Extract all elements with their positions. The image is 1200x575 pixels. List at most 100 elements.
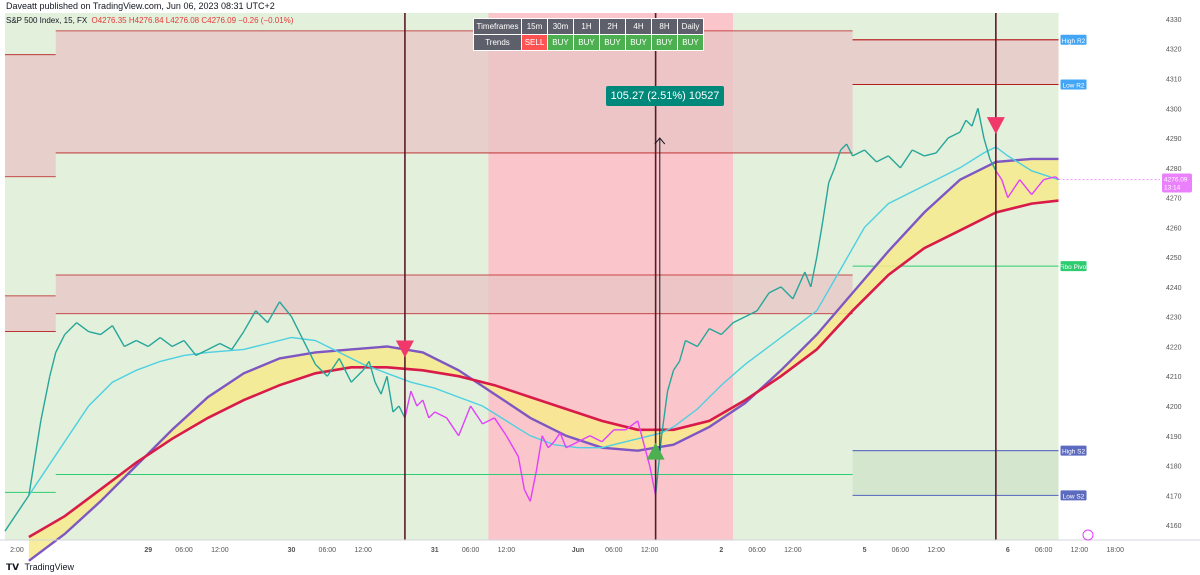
trend-15m: SELL (521, 34, 548, 51)
price-segment (810, 257, 818, 288)
price-segment (553, 432, 561, 443)
price-segment (124, 339, 137, 348)
price-segment (780, 286, 794, 300)
price-segment (243, 310, 257, 332)
trend-30m: BUY (547, 34, 574, 51)
measure-arrow-head (654, 137, 666, 145)
price-segment (792, 271, 806, 300)
timeframes-label: Timeframes (473, 18, 522, 35)
price-segment (899, 149, 913, 169)
price-segment (368, 361, 376, 383)
x-tick-label: 06:00 (1035, 547, 1053, 554)
price-segment (768, 286, 782, 294)
level-label-text: Fibo Pivot (1059, 264, 1088, 271)
lightning-icon (1082, 529, 1094, 541)
price-segment (1013, 179, 1021, 190)
x-tick-label: 12:00 (498, 547, 516, 554)
symbol-legend[interactable]: S&P 500 Index, 15, FX O4276.35 H4276.84 … (6, 16, 293, 25)
price-segment (995, 170, 1003, 181)
resistance-zone (5, 295, 56, 332)
footer: 𝗧𝗩 TradingView (0, 560, 1200, 575)
level-label-text: High R2 (1062, 38, 1086, 45)
price-segment (517, 456, 525, 490)
price-segment (654, 435, 663, 496)
price-segment (828, 167, 836, 183)
price-segment (428, 411, 436, 419)
price-segment (434, 411, 448, 419)
price-segment (648, 465, 657, 496)
price-segment (965, 119, 973, 127)
price-segment (380, 376, 388, 395)
resistance-zone (55, 275, 853, 314)
price-segment (846, 143, 854, 157)
level-label-text: Low R2 (1063, 82, 1085, 89)
price-segment (977, 108, 985, 139)
price-segment (255, 310, 269, 324)
resistance-zone (852, 39, 1059, 85)
price-segment (804, 271, 812, 288)
tf-15m: 15m (521, 18, 548, 35)
price-segment (816, 221, 824, 258)
x-tick-label: 12:00 (641, 547, 659, 554)
level-label-text: High S2 (1062, 449, 1086, 456)
y-tick-label: 4210 (1166, 374, 1182, 381)
price-segment (876, 155, 889, 163)
y-tick-label: 4300 (1166, 106, 1182, 113)
price-segment (279, 301, 293, 318)
level-label-low-r2: Low R2 (1060, 79, 1087, 90)
price-segment (183, 340, 197, 356)
price-segment (947, 131, 961, 139)
y-tick-label: 4270 (1166, 196, 1182, 203)
trends-row: Trends SELL BUY BUY BUY BUY BUY BUY (473, 34, 704, 51)
price-segment (55, 334, 66, 353)
price-segment (505, 435, 519, 457)
measure-callout: 105.27 (2.51%) 10527 (606, 86, 724, 106)
level-label-high-s2: High S2 (1060, 445, 1087, 456)
price-segment (482, 417, 495, 425)
price-segment (601, 429, 615, 443)
price-segment (350, 369, 364, 383)
slow-ma-line (28, 199, 1059, 539)
price-segment (446, 417, 460, 437)
price-segment (136, 339, 149, 348)
tf-2h: 2H (599, 18, 626, 35)
x-tick-label: 18:00 (1106, 547, 1124, 554)
price-segment (302, 340, 317, 365)
level-label-bg (1060, 261, 1087, 272)
band-ma-line (28, 157, 1059, 562)
last-price-value: 4276.09 (1164, 176, 1188, 183)
bar-countdown: 13:14 (1164, 184, 1181, 191)
price-axis (1160, 13, 1200, 540)
x-tick-label: 31 (431, 547, 439, 554)
fast-ma-line (28, 146, 1059, 496)
x-tick-label: 12:00 (1071, 547, 1089, 554)
price-segment (559, 432, 567, 448)
price-segment (40, 376, 51, 422)
price-segment (195, 348, 209, 357)
price-segment (864, 149, 877, 163)
price-segment (678, 340, 687, 362)
tf-8h: 8H (651, 18, 678, 35)
sell-signal-marker (395, 340, 414, 358)
symbol-title: S&P 500 Index, 15, FX (6, 16, 88, 25)
price-segment (732, 316, 746, 324)
price-segment (159, 336, 173, 348)
price-segment (171, 339, 185, 348)
price-segment (696, 328, 710, 347)
tradingview-logo-icon: 𝗧𝗩 (6, 562, 20, 572)
ma-cloud (28, 158, 1059, 561)
price-segment (392, 405, 400, 413)
price-segment (840, 143, 848, 151)
price-segment (1043, 176, 1056, 181)
price-segment (88, 330, 101, 336)
level-label-bg (1060, 445, 1087, 456)
price-segment (983, 137, 991, 160)
price-segment (326, 357, 340, 377)
price-segment (565, 441, 579, 449)
price-segment (1001, 179, 1009, 198)
tf-4h: 4H (625, 18, 652, 35)
price-segment (64, 322, 78, 336)
price-segment (577, 435, 591, 443)
tf-daily: Daily (677, 18, 704, 35)
